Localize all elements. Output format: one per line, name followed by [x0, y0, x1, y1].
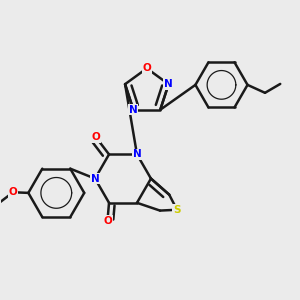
Text: O: O	[142, 63, 151, 74]
Text: N: N	[129, 105, 138, 115]
Text: N: N	[133, 149, 141, 159]
Text: O: O	[103, 216, 112, 226]
Text: N: N	[91, 174, 99, 184]
Text: N: N	[164, 79, 173, 89]
Text: O: O	[9, 187, 17, 197]
Text: O: O	[91, 132, 100, 142]
Text: S: S	[173, 205, 181, 215]
